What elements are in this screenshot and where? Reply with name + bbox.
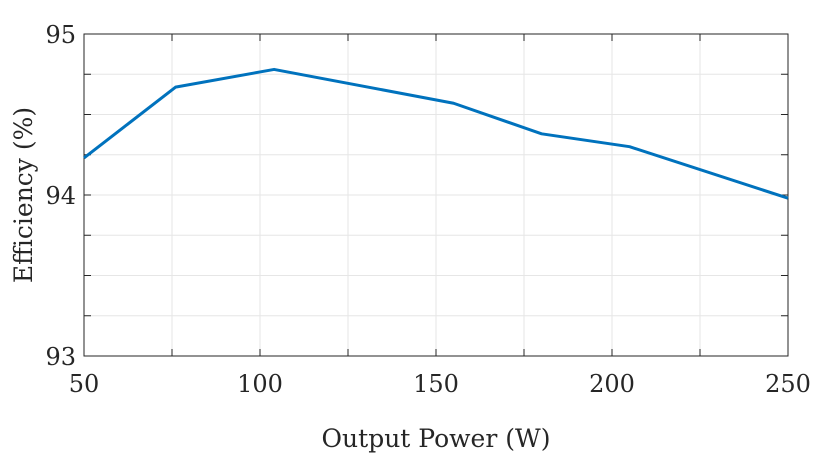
y-tick-labels: 93 94 95: [45, 21, 76, 371]
y-tick-label: 94: [45, 182, 76, 210]
axis-ticks: [83, 33, 789, 357]
x-tick-label: 50: [69, 370, 100, 398]
series-layer: [83, 67, 789, 200]
series-line-0: [83, 67, 789, 200]
x-tick-label: 200: [589, 370, 635, 398]
x-tick-labels: 50 100 150 200 250: [69, 370, 811, 398]
x-tick-label: 100: [237, 370, 283, 398]
grid: [84, 34, 788, 356]
x-tick-label: 150: [413, 370, 459, 398]
x-tick-label: 250: [765, 370, 811, 398]
y-axis-label: Efficiency (%): [9, 107, 38, 283]
y-tick-label: 93: [45, 343, 76, 371]
x-axis-label: Output Power (W): [322, 424, 551, 453]
y-tick-label: 95: [45, 21, 76, 49]
